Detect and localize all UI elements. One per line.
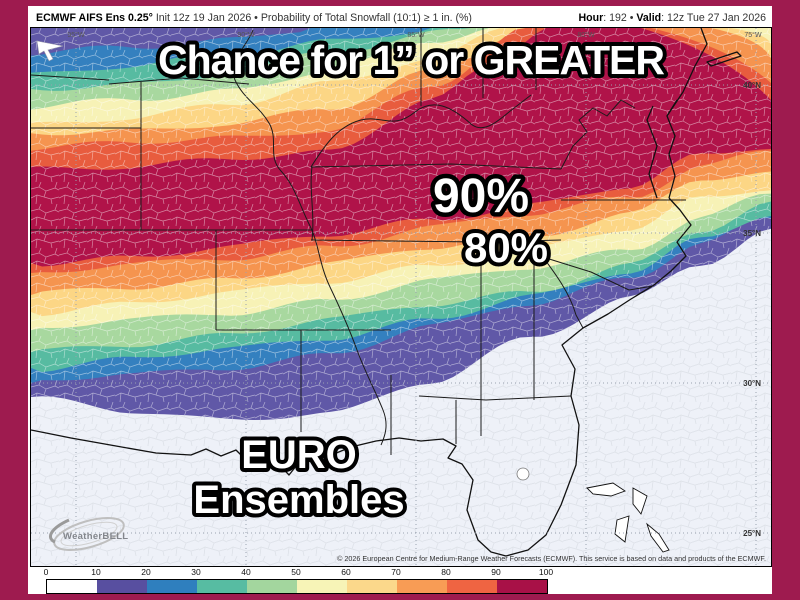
legend-tick: 90 bbox=[491, 567, 501, 577]
chesapeake-bay bbox=[646, 105, 658, 199]
lat-label: 25°N bbox=[743, 529, 761, 538]
valid-label: Valid bbox=[636, 11, 662, 24]
logo-swirl-icon bbox=[53, 517, 125, 551]
new-jersey-coast bbox=[666, 28, 708, 117]
prob-80-label: 80% bbox=[464, 224, 548, 271]
header-right: Hour: 192 • Valid: 12z Tue 27 Jan 2026 bbox=[579, 12, 766, 24]
title-overlay: Chance for 1” or GREATER bbox=[158, 37, 664, 83]
run-subtitle: Init 12z 19 Jan 2026 • Probability of To… bbox=[152, 11, 472, 24]
weatherbell-logo: WeatherBELL bbox=[48, 517, 128, 551]
valid-value: : 12z Tue 27 Jan 2026 bbox=[661, 11, 766, 24]
legend-swatch bbox=[347, 580, 397, 593]
legend-tick: 50 bbox=[291, 567, 301, 577]
euro-line1-overlay: EURO bbox=[241, 433, 357, 477]
legend-swatch bbox=[247, 580, 297, 593]
gulf-atlantic-coastline bbox=[31, 197, 692, 557]
lon-label: 90°W bbox=[237, 31, 255, 39]
model-name: ECMWF AIFS Ens 0.25° bbox=[36, 11, 153, 24]
legend-swatch bbox=[97, 580, 147, 593]
prob-90-label: 90% bbox=[433, 170, 529, 223]
legend-swatch bbox=[297, 580, 347, 593]
legend-tick: 20 bbox=[141, 567, 151, 577]
state-borders bbox=[31, 28, 742, 557]
legend-tick: 30 bbox=[191, 567, 201, 577]
lat-label: 30°N bbox=[743, 379, 761, 388]
page: ECMWF AIFS Ens 0.25° Init 12z 19 Jan 202… bbox=[28, 6, 772, 594]
legend-swatch bbox=[497, 580, 547, 593]
lon-label: 85°W bbox=[407, 31, 425, 39]
legend-tick: 100 bbox=[538, 567, 554, 577]
graticule-labels: 40°N 35°N 30°N 25°N 95°W 90°W 85°W 80°W 75°W bbox=[67, 31, 762, 538]
map-panel: 40°N 35°N 30°N 25°N 95°W 90°W 85°W 80°W 75°W Wea… bbox=[30, 27, 772, 567]
header-bar: ECMWF AIFS Ens 0.25° Init 12z 19 Jan 202… bbox=[36, 9, 766, 26]
hour-value: : 192 • bbox=[603, 11, 637, 24]
cursor-arrow-icon bbox=[36, 40, 64, 62]
copyright-text: © 2026 European Centre for Medium-Range … bbox=[337, 554, 766, 563]
legend-swatch bbox=[147, 580, 197, 593]
legend-tick: 80 bbox=[441, 567, 451, 577]
lon-label: 75°W bbox=[744, 31, 762, 39]
lat-label: 40°N bbox=[743, 81, 761, 90]
west-virginia-border bbox=[560, 99, 636, 170]
legend-swatch bbox=[197, 580, 247, 593]
legend-tick: 10 bbox=[91, 567, 101, 577]
legend-colorbar bbox=[46, 579, 548, 594]
hour-label: Hour bbox=[578, 11, 604, 24]
bahamas-islands bbox=[586, 482, 670, 553]
legend-tick: 60 bbox=[341, 567, 351, 577]
legend-swatch bbox=[447, 580, 497, 593]
legend-swatch bbox=[397, 580, 447, 593]
lon-label: 80°W bbox=[577, 31, 595, 39]
lake-okeechobee bbox=[516, 467, 530, 481]
legend: 0 10 20 30 40 50 60 70 80 90 100 bbox=[28, 566, 772, 594]
lon-label: 95°W bbox=[67, 31, 85, 39]
logo-swirl-arc-icon bbox=[48, 518, 70, 544]
watermark-text: WeatherBELL bbox=[63, 531, 128, 542]
tennessee-west-border bbox=[310, 166, 314, 241]
legend-swatch bbox=[47, 580, 97, 593]
header-left: ECMWF AIFS Ens 0.25° Init 12z 19 Jan 202… bbox=[36, 12, 472, 24]
map-canvas: 40°N 35°N 30°N 25°N 95°W 90°W 85°W 80°W 75°W Wea… bbox=[31, 28, 771, 566]
ohio-river bbox=[310, 94, 532, 168]
lat-label: 35°N bbox=[743, 229, 761, 238]
graticule bbox=[31, 28, 771, 566]
legend-tick: 0 bbox=[43, 567, 49, 577]
legend-tick: 70 bbox=[391, 567, 401, 577]
long-island bbox=[706, 51, 742, 67]
legend-tick: 40 bbox=[241, 567, 251, 577]
logo-swirl-inner-icon bbox=[60, 521, 118, 547]
euro-line2-overlay: Ensembles bbox=[193, 478, 404, 522]
state-lines bbox=[31, 28, 686, 455]
